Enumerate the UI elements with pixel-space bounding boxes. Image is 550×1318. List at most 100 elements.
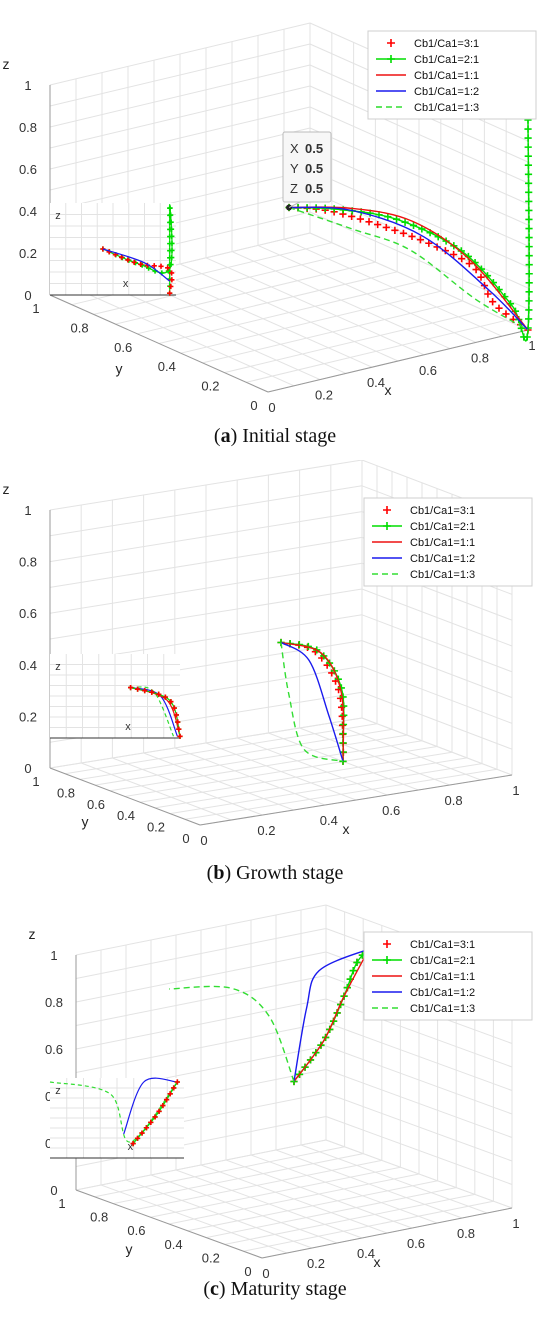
grid-line <box>64 723 378 775</box>
caption-letter: c <box>210 1278 219 1300</box>
data-point <box>425 239 433 247</box>
grid-line <box>49 64 311 128</box>
grid-line <box>49 536 363 588</box>
legend-marker <box>387 55 395 63</box>
x-axis-label: x <box>385 382 392 398</box>
datatip[interactable]: X 0.5 Y 0.5 Z 0.5 <box>282 131 332 211</box>
datatip-label: Z <box>290 181 298 196</box>
inset-point <box>134 1135 141 1141</box>
y-tick-label: 0.2 <box>202 1250 220 1265</box>
grid-line <box>49 43 311 107</box>
series-line <box>280 641 345 762</box>
z-tick-label: 0 <box>24 288 31 303</box>
tick-labels: 00.20.40.60.81z10.80.60.40.20y00.20.40.6… <box>3 481 520 848</box>
data-point <box>450 250 458 259</box>
inset-series <box>128 685 183 739</box>
x-tick-label: 0.8 <box>457 1226 475 1241</box>
legend-marker <box>383 956 391 964</box>
y-tick-label: 0.4 <box>117 808 135 823</box>
grid-line <box>131 1159 382 1211</box>
x-tick-label: 0 <box>262 1266 269 1280</box>
inset-point <box>167 255 173 261</box>
inset-point <box>135 686 141 692</box>
x-axis-line <box>261 1207 513 1259</box>
x-tick-label: 0.2 <box>257 823 275 838</box>
inset-line <box>102 248 171 282</box>
inset-point <box>148 1119 154 1125</box>
legend-entry: Cb1/Ca1=3:1 <box>383 939 475 951</box>
legend-label: Cb1/Ca1=3:1 <box>414 38 479 50</box>
series-3 <box>293 948 370 1082</box>
y-tick-label: 0 <box>244 1264 251 1279</box>
inset-point <box>142 688 148 694</box>
x-tick-label: 0.8 <box>471 350 489 365</box>
data-point <box>365 218 373 226</box>
legend: Cb1/Ca1=3:1 Cb1/Ca1=2:1 Cb1/Ca1=1:1 Cb1/Ca1… <box>367 30 537 120</box>
legend-label: Cb1/Ca1=1:3 <box>410 569 475 581</box>
series-line <box>288 206 529 331</box>
inset-z-label: z <box>55 1085 61 1097</box>
grid-line <box>94 734 408 786</box>
datatip-value: 0.5 <box>305 181 323 196</box>
data-point <box>458 255 466 263</box>
data-point <box>524 143 532 151</box>
z-tick-label: 1 <box>24 78 31 93</box>
series-5 <box>280 642 344 762</box>
datatip-pointer <box>288 201 301 208</box>
grid-line <box>113 1153 364 1205</box>
y-tick-label: 1 <box>32 774 39 789</box>
legend-entry: Cb1/Ca1=2:1 <box>372 521 475 533</box>
inset-point <box>143 1125 150 1131</box>
inset-point <box>167 226 173 233</box>
inset-point <box>162 694 168 700</box>
x-tick-label: 0 <box>200 833 207 848</box>
inset-point <box>168 699 174 705</box>
y-axis-label: y <box>126 1241 133 1257</box>
inset-2d-view: zx <box>50 203 176 296</box>
legend-label: Cb1/Ca1=2:1 <box>410 955 475 967</box>
inset-point <box>138 261 144 267</box>
grid-line <box>115 261 376 325</box>
inset-point <box>156 691 162 697</box>
y-tick-label: 0.8 <box>90 1210 108 1225</box>
y-axis-label: y <box>116 361 123 377</box>
series-group <box>168 945 373 1086</box>
data-point <box>408 232 416 241</box>
legend-entry: Cb1/Ca1=3:1 <box>387 38 479 50</box>
series-line <box>293 948 370 1082</box>
inset-point <box>151 263 157 269</box>
data-point <box>399 229 408 237</box>
x-tick-label: 0.4 <box>357 1246 375 1261</box>
data-point <box>338 721 347 729</box>
data-point <box>356 215 364 223</box>
y-tick-label: 0.4 <box>158 359 176 374</box>
grid-line <box>300 1144 488 1214</box>
x-tick-label: 0.6 <box>407 1236 425 1251</box>
grid-line <box>49 562 363 614</box>
inset-point <box>118 254 125 260</box>
series-line <box>293 948 370 1082</box>
legend-marker <box>383 940 391 948</box>
grid-line <box>94 1146 345 1198</box>
x-tick-label: 0.2 <box>307 1256 325 1271</box>
legend-label: Cb1/Ca1=3:1 <box>410 505 475 517</box>
series-4 <box>280 641 344 762</box>
data-point <box>525 261 533 269</box>
y-tick-label: 0.2 <box>201 379 219 394</box>
grid-line <box>49 106 311 170</box>
grid-line <box>299 727 450 786</box>
series-3 <box>280 641 345 762</box>
legend-marker <box>383 506 391 514</box>
data-point <box>525 315 533 323</box>
data-point <box>524 170 533 178</box>
caption-text: Maturity stage <box>230 1278 347 1300</box>
data-point <box>338 712 346 720</box>
x-axis-label: x <box>374 1254 381 1270</box>
data-point <box>525 243 533 251</box>
axes-frame <box>49 22 529 393</box>
grid-line <box>325 1022 513 1091</box>
legend-label: Cb1/Ca1=1:1 <box>414 70 479 82</box>
series-group <box>277 638 348 765</box>
inset-point <box>167 1091 173 1097</box>
legend-label: Cb1/Ca1=1:2 <box>410 553 475 565</box>
